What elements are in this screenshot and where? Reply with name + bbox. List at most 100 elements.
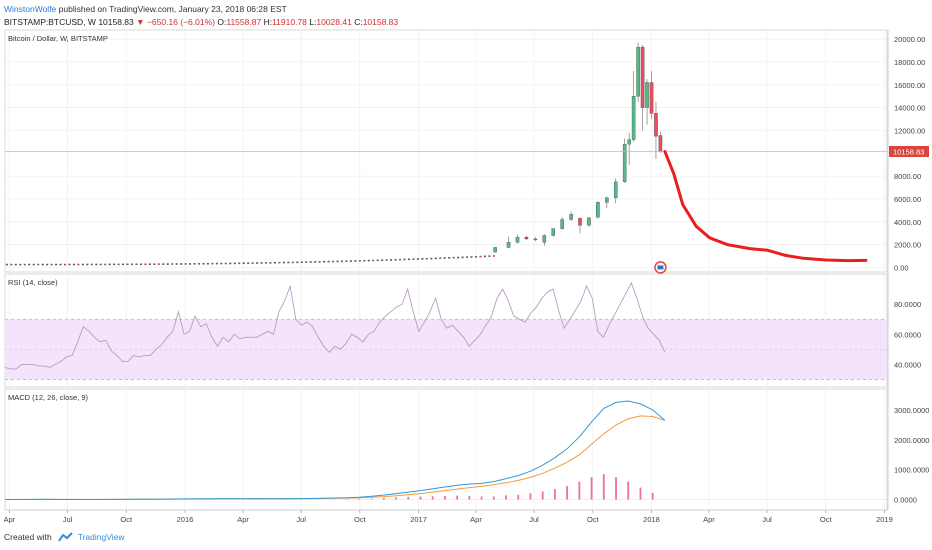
history-candle — [108, 263, 111, 266]
history-candle — [131, 263, 134, 266]
history-candle — [492, 255, 495, 257]
rsi-tick-label: 60.0000 — [894, 330, 921, 339]
history-candle — [367, 259, 370, 262]
open-label: O: — [217, 17, 227, 27]
price-tick-label: 20000.00 — [894, 35, 925, 44]
macd-tick-label: 0.0000 — [894, 496, 917, 505]
history-candle — [336, 260, 339, 263]
history-candle — [193, 263, 196, 265]
macd-pane-frame — [4, 388, 888, 511]
history-candle — [144, 263, 147, 266]
history-candle — [349, 260, 352, 262]
history-candle — [327, 260, 330, 263]
x-tick-label: Jul — [63, 515, 73, 524]
history-candle — [421, 258, 424, 260]
low-value: 10028.41 — [316, 17, 352, 27]
macd-histogram-bar — [590, 477, 593, 500]
x-tick-label: Apr — [703, 515, 715, 524]
price-tick-label: 16000.00 — [894, 81, 925, 90]
macd-histogram-bar — [395, 497, 397, 500]
history-candle — [90, 263, 93, 266]
x-tick-label: Apr — [4, 515, 16, 524]
history-candle — [81, 263, 84, 266]
history-candle — [399, 258, 402, 261]
x-tick-label: 2019 — [876, 515, 893, 524]
history-candle — [32, 263, 35, 266]
x-tick-label: Jul — [762, 515, 772, 524]
history-candle — [215, 262, 218, 265]
price-tick-label: 18000.00 — [894, 58, 925, 67]
macd-histogram-bar — [419, 496, 422, 500]
history-candle — [273, 261, 276, 264]
change-value: −650.16 (−6.01%) — [146, 17, 215, 27]
history-candle — [220, 262, 223, 265]
history-candle — [448, 257, 451, 259]
macd-histogram-bar — [505, 495, 507, 500]
history-candle — [46, 263, 49, 266]
candle-up — [631, 96, 636, 140]
open-value: 11558.87 — [226, 17, 262, 27]
history-candle — [162, 263, 165, 265]
x-tick-label: 2016 — [177, 515, 194, 524]
x-tick-label: Oct — [820, 515, 833, 524]
history-candle — [332, 260, 335, 263]
macd-histogram-bar — [468, 495, 471, 500]
history-candle — [55, 263, 58, 266]
candle-down — [640, 46, 645, 108]
candle-up — [645, 82, 649, 108]
x-tick-label: Oct — [354, 515, 367, 524]
history-candle — [260, 262, 263, 264]
macd-histogram-bar — [382, 497, 385, 500]
candle-up — [493, 247, 497, 253]
history-candle — [113, 263, 116, 266]
candle-up — [560, 219, 564, 229]
history-candle — [206, 262, 209, 265]
macd-histogram-bar — [456, 495, 459, 500]
macd-histogram-bar — [566, 486, 569, 500]
history-candle — [171, 263, 174, 265]
history-candle — [300, 261, 303, 264]
price-tick-label: 2000.00 — [894, 241, 921, 250]
history-candle — [443, 257, 446, 259]
symbol-label: BITSTAMP:BTCUSD, W — [4, 17, 96, 27]
history-candle — [104, 263, 107, 266]
history-candle — [117, 263, 120, 266]
macd-histogram-bar — [431, 496, 434, 500]
history-candle — [242, 262, 245, 265]
x-tick-label: Apr — [237, 515, 249, 524]
candle-down — [524, 236, 529, 240]
candle-down — [578, 218, 582, 226]
history-candle — [77, 263, 80, 266]
macd-histogram-bar — [615, 477, 617, 500]
history-candle — [345, 260, 348, 262]
history-candle — [416, 258, 419, 260]
author-link[interactable]: WinstonWolfe — [4, 4, 57, 14]
history-candle — [363, 259, 366, 262]
history-candle — [434, 257, 437, 260]
history-candle — [372, 259, 375, 262]
history-candle — [305, 261, 308, 263]
price-tick-label: 14000.00 — [894, 104, 925, 113]
tradingview-brand[interactable]: TradingView — [77, 532, 125, 542]
history-candle — [10, 263, 13, 266]
candle-down — [654, 113, 658, 137]
history-candle — [452, 256, 455, 259]
history-candle — [59, 263, 62, 266]
history-candle — [461, 256, 464, 259]
history-candle — [233, 262, 236, 265]
history-candle — [198, 262, 201, 265]
history-candle — [63, 263, 66, 266]
macd-tick-label: 1000.0000 — [894, 466, 929, 475]
history-candle — [135, 263, 138, 266]
price-tick-label: 8000.00 — [894, 172, 921, 181]
rsi-tick-label: 80.0000 — [894, 300, 921, 309]
history-candle — [412, 258, 415, 260]
published-text: published on TradingView.com, January 23… — [58, 4, 287, 14]
history-candle — [37, 263, 40, 266]
history-candle — [265, 262, 268, 264]
macd-histogram-bar — [407, 496, 410, 500]
x-tick-label: Jul — [529, 515, 539, 524]
price-tick-label: 0.00 — [894, 263, 909, 272]
price-tick-label: 6000.00 — [894, 195, 921, 204]
